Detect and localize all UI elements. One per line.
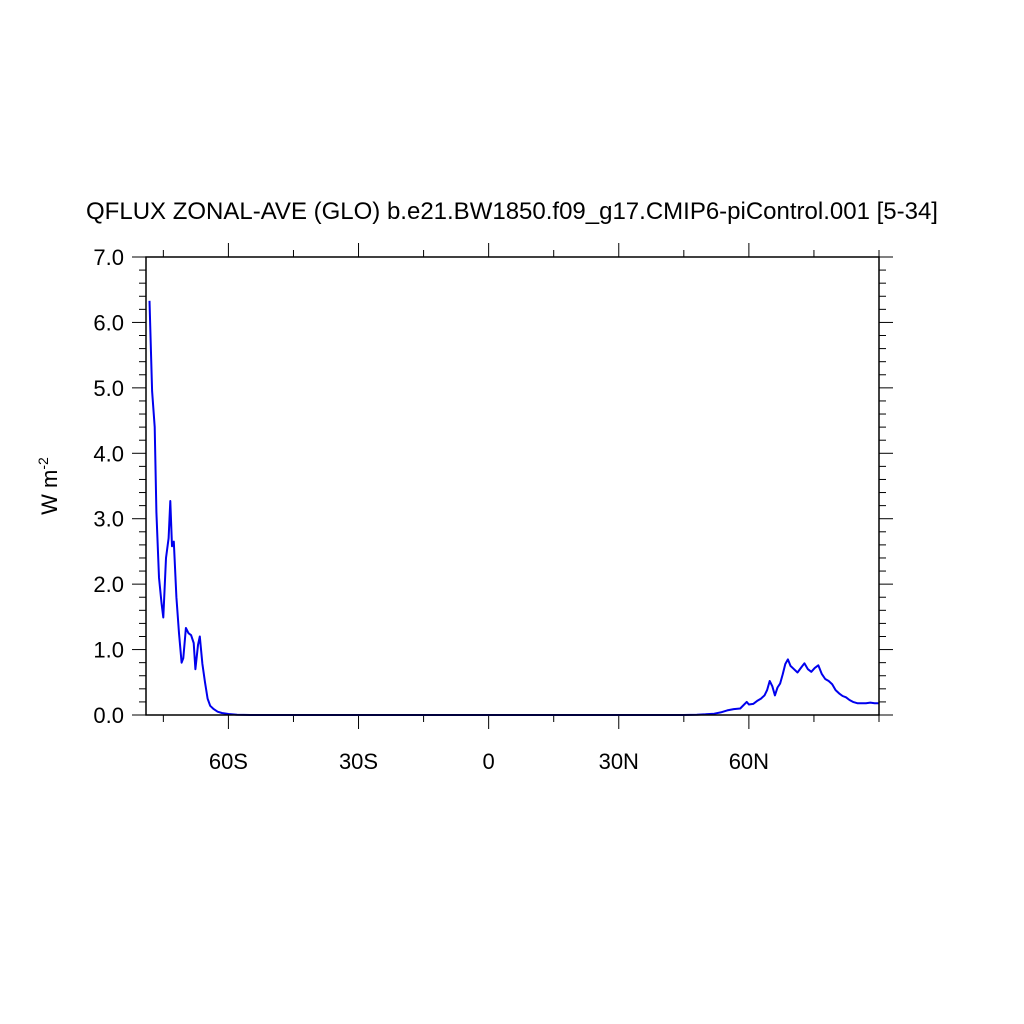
tick-layer <box>132 243 893 729</box>
y-tick-label: 2.0 <box>93 572 124 597</box>
chart-title: QFLUX ZONAL-AVE (GLO) b.e21.BW1850.f09_g… <box>86 198 938 225</box>
y-tick-label: 0.0 <box>93 703 124 728</box>
x-tick-label: 60S <box>209 749 248 774</box>
series-line <box>148 300 879 716</box>
plot-frame <box>145 256 880 716</box>
y-tick-label: 7.0 <box>93 245 124 270</box>
y-tick-label: 5.0 <box>93 376 124 401</box>
y-axis-label-text: W m <box>37 470 62 515</box>
x-tick-label: 0 <box>483 749 495 774</box>
x-tick-label: 60N <box>729 749 769 774</box>
y-tick-label: 1.0 <box>93 638 124 663</box>
y-tick-label: 3.0 <box>93 507 124 532</box>
x-tick-label: 30S <box>339 749 378 774</box>
y-tick-label: 4.0 <box>93 441 124 466</box>
y-tick-label: 6.0 <box>93 310 124 335</box>
y-axis-label: W m-2 <box>35 457 62 515</box>
x-tick-label: 30N <box>599 749 639 774</box>
series-layer <box>148 300 879 716</box>
tick-label-layer: 0.0 1.0 2.0 3.0 4.0 5.0 6.0 7.0 60S 30S 0 30N 60N <box>93 245 769 774</box>
y-axis-label-superscript: -2 <box>35 457 51 470</box>
